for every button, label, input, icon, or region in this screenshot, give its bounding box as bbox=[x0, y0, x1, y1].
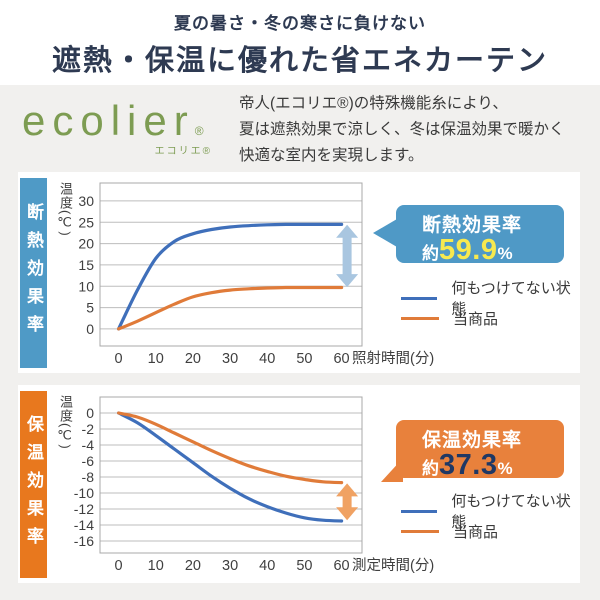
y-tick-label: -10 bbox=[74, 485, 94, 501]
x-tick-label: 30 bbox=[222, 351, 238, 367]
side-label-text: 保温効果率 bbox=[24, 414, 43, 555]
product-description: 帝人(エコリエ®)の特殊機能糸により、 夏は遮熱効果で涼しく、冬は保温効果で暖か… bbox=[239, 91, 565, 169]
x-tick-label: 0 bbox=[115, 558, 123, 574]
badge-value: 59.9 bbox=[439, 234, 498, 266]
x-tick-label: 50 bbox=[296, 558, 312, 574]
legend: 何もつけてない状態 当商品 bbox=[401, 493, 580, 541]
insulation-panel: 30 25 20 15 10 5 0 0 10 20 30 40 50 60 照射時間(分) 断熱効果率 温… bbox=[18, 172, 580, 373]
y-tick-label: -2 bbox=[82, 421, 95, 437]
badge-title: 断熱効果率 bbox=[422, 215, 523, 236]
plot-border bbox=[99, 396, 363, 554]
legend-item: 何もつけてない状態 bbox=[401, 280, 580, 318]
series-line-1 bbox=[117, 285, 344, 331]
y-tick-label: 15 bbox=[78, 257, 94, 273]
badge-value-row: 約59.9% bbox=[422, 234, 564, 267]
legend-label: 何もつけてない状態 bbox=[451, 280, 571, 318]
legend-label: 当商品 bbox=[453, 310, 499, 328]
heat-retention-rate-badge: 保温効果率 約37.3% bbox=[381, 420, 564, 482]
x-tick-label: 40 bbox=[259, 558, 275, 574]
badge-unit: % bbox=[497, 244, 513, 263]
badge-value: 37.3 bbox=[439, 449, 498, 481]
x-tick-label: 20 bbox=[185, 558, 201, 574]
brand-text: ecolier bbox=[22, 97, 195, 144]
brand-furigana: エコリエ® bbox=[154, 146, 212, 157]
heat-retention-panel: 0 -2 -4 -6 -8 -10 -12 -14 -16 0 10 20 30 40 50 60 測定時間(分… bbox=[18, 385, 580, 583]
brand-logo: ecolier® エコリエ® bbox=[22, 100, 228, 158]
heat-retention-side-label: 保温効果率 bbox=[20, 391, 47, 578]
side-label-text: 断熱効果率 bbox=[24, 203, 43, 343]
x-tick-label: 40 bbox=[259, 351, 275, 367]
y-tick-label: -14 bbox=[74, 517, 94, 533]
x-axis-title: 照射時間(分) bbox=[352, 350, 434, 367]
intro-band: ecolier® エコリエ® 帝人(エコリエ®)の特殊機能糸により、 夏は遮熱効… bbox=[0, 85, 600, 172]
badge-title: 保温効果率 bbox=[422, 430, 523, 451]
badge-value-row: 約37.3% bbox=[422, 449, 564, 482]
badge-prefix: 約 bbox=[422, 244, 439, 263]
y-tick-label: 20 bbox=[78, 236, 94, 252]
y-tick-label: 0 bbox=[86, 405, 94, 421]
legend-line-swatch-blue bbox=[401, 509, 438, 513]
brand-name: ecolier® bbox=[22, 100, 228, 142]
x-tick-label: 10 bbox=[148, 351, 164, 367]
x-tick-label: 10 bbox=[148, 558, 164, 574]
insulation-rate-badge: 断熱効果率 約59.9% bbox=[373, 205, 564, 266]
y-tick-label: 0 bbox=[86, 321, 94, 337]
legend-line-swatch-orange bbox=[401, 529, 439, 533]
y-tick-label: 5 bbox=[86, 300, 94, 316]
x-tick-label: 0 bbox=[115, 351, 123, 367]
insulation-side-label: 断熱効果率 bbox=[20, 178, 47, 368]
legend-label: 何もつけてない状態 bbox=[451, 493, 571, 531]
x-tick-label: 30 bbox=[222, 558, 238, 574]
legend-item: 当商品 bbox=[401, 308, 580, 328]
x-tick-label: 20 bbox=[185, 351, 201, 367]
legend-item: 当商品 bbox=[401, 521, 580, 541]
legend-item: 何もつけてない状態 bbox=[401, 493, 580, 531]
series-line-0 bbox=[117, 222, 344, 331]
y-tick-label: -4 bbox=[82, 437, 95, 453]
series-line-0 bbox=[117, 411, 344, 523]
badge-tail-icon bbox=[373, 219, 397, 247]
x-tick-label: 60 bbox=[333, 558, 349, 574]
heat-retention-chart: 0-2-4-6-8-10-12-14-160 10 20 30 40 50 60 測定時間(分… bbox=[74, 396, 434, 574]
difference-arrow-icon bbox=[336, 224, 359, 288]
x-tick-label: 50 bbox=[296, 351, 312, 367]
x-tick-label: 60 bbox=[333, 351, 349, 367]
y-tick-label: 25 bbox=[78, 214, 94, 230]
badge-unit: % bbox=[497, 459, 513, 478]
plot-border bbox=[99, 182, 363, 347]
difference-arrow-icon bbox=[336, 483, 359, 521]
legend-line-swatch-blue bbox=[401, 296, 438, 300]
description-line: 帝人(エコリエ®)の特殊機能糸により、 bbox=[239, 95, 508, 112]
badge-prefix: 約 bbox=[422, 459, 439, 478]
x-axis-title: 測定時間(分) bbox=[352, 557, 434, 574]
y-axis-title: 温度(℃) bbox=[58, 182, 73, 237]
legend-line-swatch-orange bbox=[401, 316, 439, 320]
y-tick-label: 30 bbox=[78, 193, 94, 209]
y-tick-label: -16 bbox=[74, 533, 94, 549]
y-axis-title: 温度(℃) bbox=[58, 395, 73, 450]
y-tick-label: 10 bbox=[78, 278, 94, 294]
page-title: 遮熱・保温に優れた省エネカーテン bbox=[51, 45, 548, 77]
y-tick-label: -12 bbox=[74, 501, 94, 517]
y-tick-label: -6 bbox=[82, 453, 95, 469]
description-line: 夏は遮熱効果で涼しく、冬は保温効果で暖かく bbox=[239, 121, 565, 139]
registered-mark-icon: ® bbox=[194, 124, 204, 138]
legend-label: 当商品 bbox=[453, 523, 499, 541]
series-line-1 bbox=[117, 411, 344, 485]
description-line: 快適な室内を実現します。 bbox=[239, 147, 424, 165]
header: 夏の暑さ・冬の寒さに負けない 遮熱・保温に優れた省エネカーテン bbox=[0, 0, 600, 85]
legend: 何もつけてない状態 当商品 bbox=[401, 280, 580, 328]
header-subtitle: 夏の暑さ・冬の寒さに負けない bbox=[174, 14, 426, 33]
y-tick-label: -8 bbox=[82, 469, 95, 485]
